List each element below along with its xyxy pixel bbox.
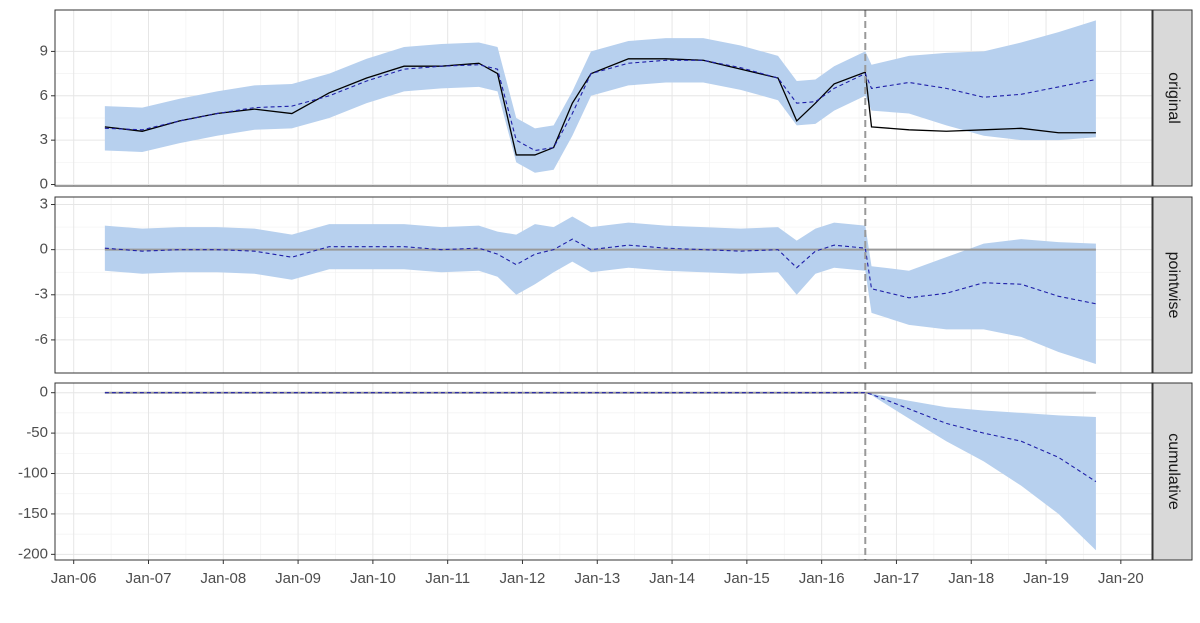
x-tick-label: Jan-11	[425, 570, 470, 587]
predicted-line	[104, 238, 1097, 305]
strip-label: pointwise	[1165, 252, 1182, 319]
x-tick-label: Jan-19	[1023, 570, 1069, 587]
x-tick-label: Jan-20	[1098, 570, 1144, 587]
predicted-line	[104, 392, 1097, 483]
y-tick-label: -3	[35, 286, 48, 303]
predicted-line	[104, 59, 1097, 152]
x-tick-label: Jan-07	[126, 570, 172, 587]
panel-border	[54, 9, 1153, 187]
strip-background	[1152, 382, 1193, 561]
x-tick-label: Jan-17	[874, 570, 920, 587]
strip-background	[1152, 9, 1193, 187]
x-tick-label: Jan-14	[649, 570, 695, 587]
y-tick-label: 0	[40, 175, 48, 192]
x-tick-label: Jan-18	[948, 570, 994, 587]
panel-background	[55, 383, 1152, 560]
x-tick-label: Jan-12	[500, 570, 546, 587]
panel-border	[54, 196, 1153, 374]
strip-label: cumulative	[1165, 433, 1182, 510]
y-tick-label: 0	[40, 384, 48, 401]
y-tick-label: 6	[40, 87, 48, 104]
x-tick-label: Jan-06	[51, 570, 97, 587]
y-tick-label: -150	[18, 505, 48, 522]
panel-border	[54, 382, 1153, 561]
y-tick-label: -200	[18, 545, 48, 562]
y-tick-label: 3	[40, 195, 48, 212]
confidence-band	[104, 216, 1096, 364]
y-tick-label: 3	[40, 131, 48, 148]
x-tick-label: Jan-16	[799, 570, 845, 587]
strip-background	[1152, 196, 1193, 374]
y-tick-label: -50	[26, 424, 48, 441]
confidence-band	[104, 20, 1096, 173]
y-tick-label: -6	[35, 331, 48, 348]
x-tick-label: Jan-15	[724, 570, 770, 587]
y-tick-label: -100	[18, 464, 48, 481]
x-tick-label: Jan-08	[200, 570, 246, 587]
x-tick-label: Jan-09	[275, 570, 321, 587]
x-tick-label: Jan-10	[350, 570, 396, 587]
y-tick-label: 9	[40, 42, 48, 59]
strip-label: original	[1165, 72, 1182, 124]
x-tick-label: Jan-13	[574, 570, 620, 587]
y-tick-label: 0	[40, 241, 48, 258]
